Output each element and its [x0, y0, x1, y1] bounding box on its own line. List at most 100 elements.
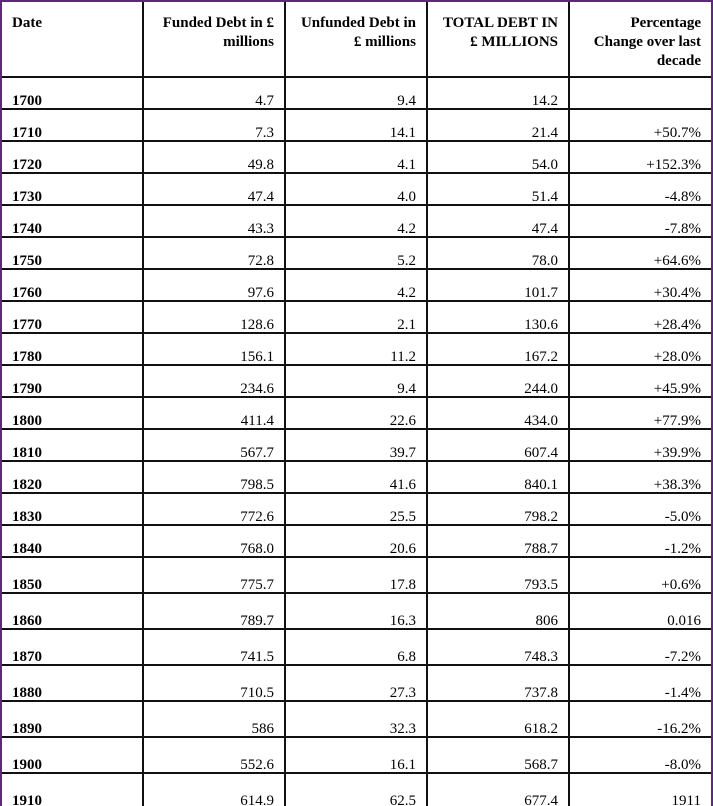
cell-total-debt-text: 798.2	[524, 509, 558, 525]
cell-unfunded-debt: 41.6	[285, 461, 428, 494]
cell-total-debt: 130.6	[427, 301, 570, 334]
cell-funded-debt: 128.6	[143, 301, 286, 334]
cell-unfunded-debt: 4.1	[285, 141, 428, 174]
cell-funded-debt: 710.5	[143, 665, 286, 702]
cell-date-text: 1760	[12, 285, 42, 301]
cell-date-text: 1730	[12, 189, 42, 205]
cell-funded-debt-text: 43.3	[247, 221, 274, 237]
cell-unfunded-debt-text: 16.3	[389, 613, 416, 629]
cell-funded-debt: 552.6	[143, 737, 286, 774]
cell-total-debt: 54.0	[427, 141, 570, 174]
cell-unfunded-debt: 5.2	[285, 237, 428, 270]
cell-funded-debt-text: 586	[251, 721, 275, 737]
cell-unfunded-debt: 11.2	[285, 333, 428, 366]
cell-date: 1830	[2, 493, 144, 526]
cell-percentage-change-text: -7.2%	[664, 649, 701, 665]
cell-date: 1910	[2, 773, 144, 806]
cell-funded-debt-text: 7.3	[255, 125, 274, 141]
cell-percentage-change: +28.4%	[569, 301, 711, 334]
cell-percentage-change-text: +28.0%	[653, 349, 701, 365]
cell-total-debt-text: 47.4	[531, 221, 558, 237]
cell-funded-debt-text: 97.6	[247, 285, 274, 301]
cell-total-debt-text: 677.4	[524, 793, 558, 806]
cell-total-debt: 788.7	[427, 525, 570, 558]
cell-date-text: 1810	[12, 445, 42, 461]
table-row: 1730 47.4 4.0 51.4 -4.8%	[2, 173, 711, 206]
cell-total-debt: 806	[427, 593, 570, 630]
cell-percentage-change-text: +30.4%	[653, 285, 701, 301]
cell-funded-debt-text: 789.7	[240, 613, 274, 629]
cell-unfunded-debt-text: 25.5	[389, 509, 416, 525]
table-row: 1800 411.4 22.6 434.0 +77.9%	[2, 397, 711, 430]
cell-total-debt-text: 748.3	[524, 649, 558, 665]
cell-date-text: 1900	[12, 757, 42, 773]
cell-percentage-change: -5.0%	[569, 493, 711, 526]
cell-date: 1720	[2, 141, 144, 174]
cell-funded-debt-text: 234.6	[240, 381, 274, 397]
cell-date: 1710	[2, 109, 144, 142]
cell-funded-debt-text: 72.8	[247, 253, 274, 269]
cell-date-text: 1830	[12, 509, 42, 525]
cell-date-text: 1780	[12, 349, 42, 365]
cell-date-text: 1860	[12, 613, 42, 629]
cell-funded-debt-text: 741.5	[240, 649, 274, 665]
cell-unfunded-debt-text: 39.7	[389, 445, 416, 461]
cell-unfunded-debt-text: 6.8	[397, 649, 416, 665]
cell-unfunded-debt: 4.0	[285, 173, 428, 206]
cell-funded-debt: 411.4	[143, 397, 286, 430]
cell-unfunded-debt-text: 9.4	[397, 93, 416, 109]
cell-date-text: 1750	[12, 253, 42, 269]
cell-percentage-change: -7.2%	[569, 629, 711, 666]
table-row: 1710 7.3 14.1 21.4 +50.7%	[2, 109, 711, 142]
cell-percentage-change-text: 1911	[671, 793, 701, 806]
cell-funded-debt: 586	[143, 701, 286, 738]
cell-unfunded-debt-text: 16.1	[389, 757, 416, 773]
cell-percentage-change: 1911	[569, 773, 711, 806]
cell-percentage-change: -16.2%	[569, 701, 711, 738]
cell-unfunded-debt-text: 62.5	[389, 793, 416, 806]
cell-date: 1790	[2, 365, 144, 398]
cell-unfunded-debt-text: 9.4	[397, 381, 416, 397]
cell-unfunded-debt-text: 20.6	[389, 541, 416, 557]
cell-unfunded-debt: 25.5	[285, 493, 428, 526]
cell-percentage-change: +152.3%	[569, 141, 711, 174]
cell-date-text: 1720	[12, 157, 42, 173]
cell-funded-debt-text: 772.6	[240, 509, 274, 525]
cell-funded-debt-text: 775.7	[240, 577, 274, 593]
cell-date-text: 1770	[12, 317, 42, 333]
cell-unfunded-debt: 4.2	[285, 269, 428, 302]
table-row: 1830 772.6 25.5 798.2 -5.0%	[2, 493, 711, 526]
cell-unfunded-debt-text: 4.2	[397, 285, 416, 301]
table-row: 1810 567.7 39.7 607.4 +39.9%	[2, 429, 711, 462]
cell-unfunded-debt-text: 11.2	[390, 349, 416, 365]
column-header-date: Date	[2, 2, 144, 78]
cell-percentage-change: -8.0%	[569, 737, 711, 774]
cell-total-debt-text: 840.1	[524, 477, 558, 493]
cell-date: 1880	[2, 665, 144, 702]
cell-date: 1840	[2, 525, 144, 558]
cell-total-debt: 840.1	[427, 461, 570, 494]
cell-date: 1760	[2, 269, 144, 302]
cell-percentage-change-text: +38.3%	[653, 477, 701, 493]
cell-funded-debt-text: 49.8	[247, 157, 274, 173]
cell-funded-debt: 97.6	[143, 269, 286, 302]
cell-percentage-change: -1.2%	[569, 525, 711, 558]
cell-funded-debt-text: 47.4	[247, 189, 274, 205]
cell-percentage-change-text: -7.8%	[664, 221, 701, 237]
table-row: 1780 156.1 11.2 167.2 +28.0%	[2, 333, 711, 366]
cell-unfunded-debt: 6.8	[285, 629, 428, 666]
cell-unfunded-debt: 32.3	[285, 701, 428, 738]
cell-percentage-change-text: -16.2%	[657, 721, 701, 737]
cell-total-debt-text: 14.2	[531, 93, 558, 109]
cell-percentage-change: 0.016	[569, 593, 711, 630]
cell-total-debt: 607.4	[427, 429, 570, 462]
cell-unfunded-debt: 16.3	[285, 593, 428, 630]
cell-date: 1740	[2, 205, 144, 238]
cell-percentage-change-text: -5.0%	[664, 509, 701, 525]
cell-unfunded-debt-text: 41.6	[389, 477, 416, 493]
cell-unfunded-debt-text: 2.1	[397, 317, 416, 333]
cell-date: 1800	[2, 397, 144, 430]
cell-unfunded-debt: 17.8	[285, 557, 428, 594]
cell-total-debt-text: 54.0	[531, 157, 558, 173]
cell-total-debt: 101.7	[427, 269, 570, 302]
